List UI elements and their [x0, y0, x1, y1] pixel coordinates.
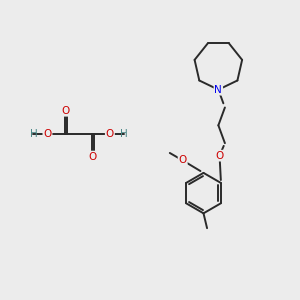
Text: O: O [215, 151, 224, 160]
Text: H: H [120, 129, 128, 139]
Text: O: O [61, 106, 69, 116]
Text: O: O [106, 129, 114, 139]
Text: H: H [30, 129, 38, 139]
Text: O: O [43, 129, 52, 139]
Text: O: O [178, 155, 187, 165]
Text: O: O [88, 152, 96, 161]
Text: N: N [214, 85, 222, 95]
